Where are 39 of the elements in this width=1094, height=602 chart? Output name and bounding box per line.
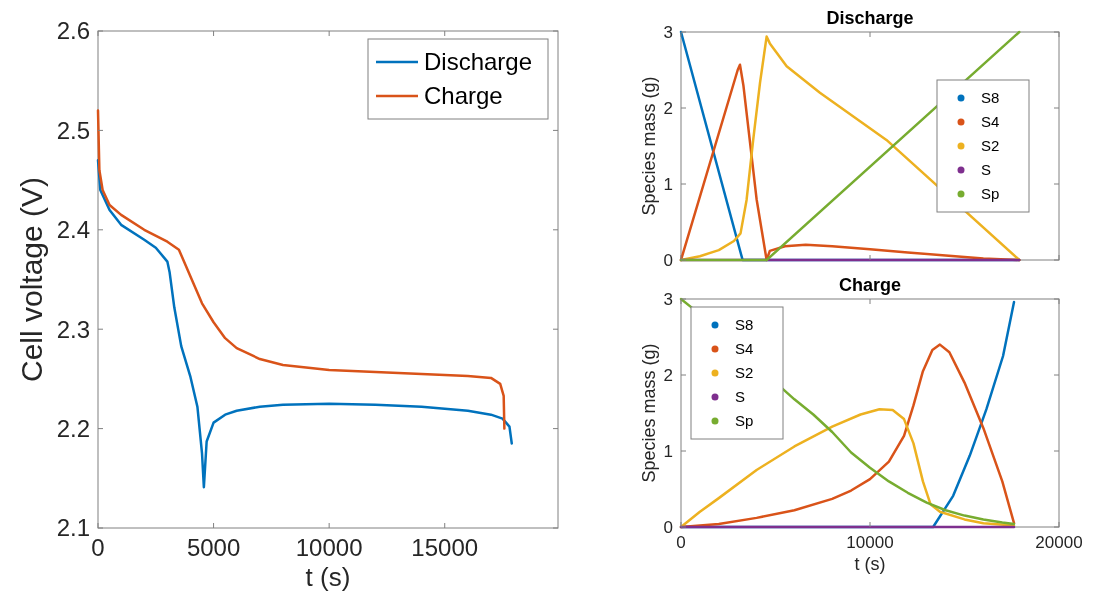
y-tick-label: 2.3 bbox=[56, 315, 90, 343]
legend-label: S4 bbox=[735, 340, 754, 358]
legend-label: Discharge bbox=[424, 48, 533, 76]
y-tick-label: 2.5 bbox=[56, 116, 90, 144]
legend-label: S8 bbox=[981, 89, 1000, 107]
legend-label: S4 bbox=[981, 113, 1000, 131]
y-axis-title: Cell voltage (V) bbox=[15, 176, 48, 383]
y-axis-title: Species mass (g) bbox=[639, 76, 659, 216]
y-axis-title: Species mass (g) bbox=[639, 343, 659, 483]
chart-title: Discharge bbox=[826, 8, 914, 28]
y-tick-label: 1 bbox=[663, 441, 673, 461]
y-tick-label: 3 bbox=[663, 289, 673, 309]
x-axis-title: t (s) bbox=[305, 562, 351, 592]
y-tick-label: 3 bbox=[663, 22, 673, 42]
legend-label: S2 bbox=[735, 364, 754, 382]
x-tick-label: 10000 bbox=[846, 533, 894, 552]
x-tick-label: 10000 bbox=[295, 534, 363, 561]
y-tick-label: 1 bbox=[663, 174, 673, 194]
x-tick-label: 0 bbox=[676, 533, 686, 552]
x-tick-label: 15000 bbox=[411, 534, 479, 561]
chart-title: Charge bbox=[838, 275, 902, 295]
y-tick-label: 0 bbox=[663, 517, 673, 537]
y-tick-label: 2.1 bbox=[56, 514, 90, 542]
y-tick-label: 2.4 bbox=[56, 216, 90, 244]
legend-label: S8 bbox=[735, 316, 754, 334]
legend-label: S bbox=[981, 161, 992, 179]
legend-label: Charge bbox=[424, 82, 503, 110]
x-tick-label: 5000 bbox=[186, 534, 241, 561]
legend-label: S bbox=[735, 388, 746, 406]
x-tick-label: 20000 bbox=[1035, 533, 1083, 552]
y-tick-label: 0 bbox=[663, 250, 673, 270]
y-tick-label: 2.6 bbox=[56, 17, 90, 45]
y-tick-label: 2 bbox=[663, 365, 673, 385]
x-axis-title: t (s) bbox=[854, 554, 886, 574]
legend-label: Sp bbox=[735, 412, 754, 430]
y-tick-label: 2 bbox=[663, 98, 673, 118]
legend-label: Sp bbox=[981, 185, 1000, 203]
y-tick-label: 2.2 bbox=[56, 415, 90, 442]
legend-label: S2 bbox=[981, 137, 1000, 155]
